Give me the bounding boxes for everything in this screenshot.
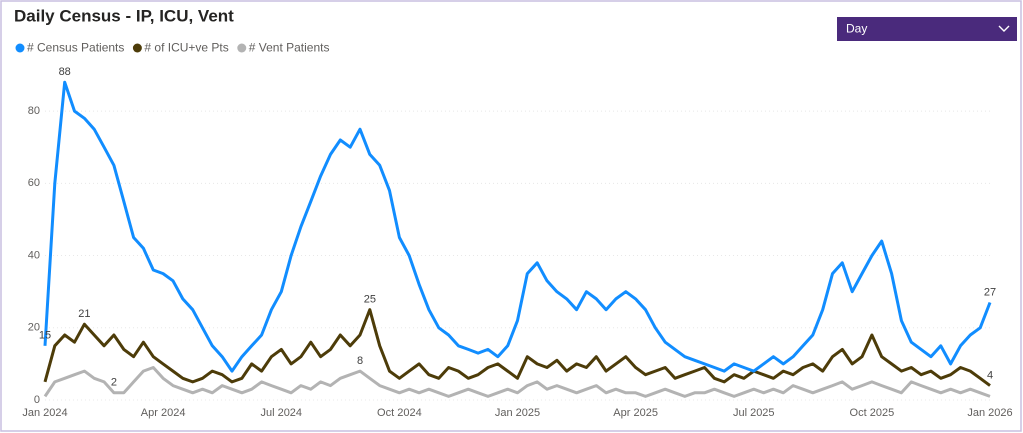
legend-label: # Vent Patients — [249, 41, 330, 55]
data-label: 27 — [984, 286, 996, 298]
slicer-label[interactable]: Day — [846, 22, 867, 36]
y-tick-label: 80 — [28, 105, 40, 117]
x-tick-label: Jan 2025 — [495, 407, 540, 419]
x-tick-label: Apr 2025 — [613, 407, 658, 419]
x-tick-label: Oct 2024 — [377, 407, 422, 419]
data-label: 25 — [364, 294, 376, 306]
x-tick-label: Jul 2025 — [733, 407, 775, 419]
legend-label: # of ICU+ve Pts — [144, 41, 228, 55]
x-tick-label: Jan 2024 — [22, 407, 67, 419]
legend-marker — [237, 43, 247, 53]
data-label: 21 — [78, 308, 90, 320]
legend-marker — [132, 43, 142, 53]
data-label: 15 — [39, 330, 51, 342]
series-line — [43, 308, 991, 387]
data-label: 4 — [987, 369, 993, 381]
series-line — [43, 80, 992, 373]
data-label: 88 — [59, 66, 71, 78]
y-tick-label: 0 — [34, 394, 40, 406]
legend-marker — [15, 43, 25, 53]
y-tick-label: 20 — [28, 322, 40, 334]
slicer-arrow[interactable] — [998, 25, 1010, 32]
x-tick-label: Apr 2024 — [141, 407, 186, 419]
x-tick-label: Jul 2024 — [260, 407, 302, 419]
series-line — [43, 366, 991, 398]
x-tick-label: Jan 2026 — [967, 407, 1012, 419]
y-tick-label: 40 — [28, 249, 40, 261]
data-label: 8 — [357, 355, 363, 367]
slicer[interactable]: Day — [837, 17, 1017, 41]
data-label: 2 — [111, 377, 117, 389]
chart-title: Daily Census - IP, ICU, Vent — [14, 6, 234, 25]
slicer-box[interactable] — [837, 17, 1017, 41]
legend-label: # Census Patients — [27, 41, 124, 55]
y-tick-label: 60 — [28, 177, 40, 189]
x-tick-label: Oct 2025 — [850, 407, 895, 419]
